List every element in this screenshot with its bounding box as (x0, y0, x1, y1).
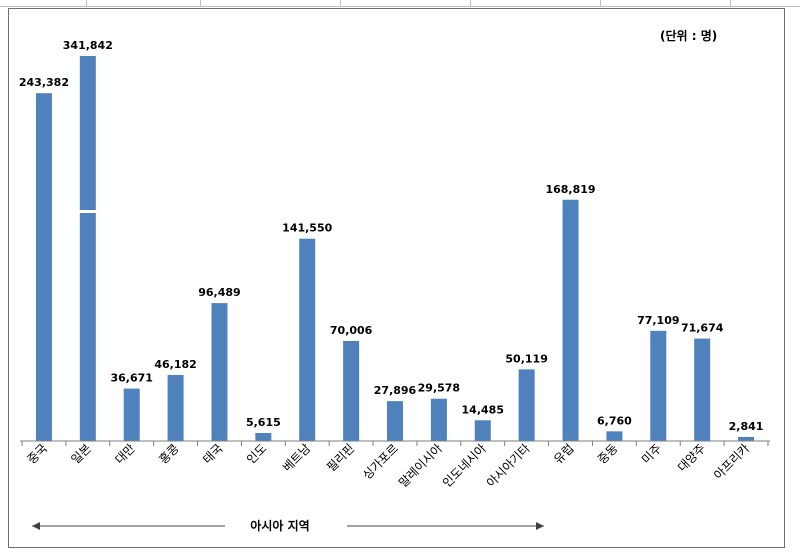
unit-label: (단위 : 명) (660, 29, 718, 43)
chart-frame (8, 8, 785, 548)
category-label-17: 아프리카 (711, 441, 752, 482)
data-label-7: 141,550 (282, 222, 332, 235)
bar-11 (474, 420, 491, 441)
data-label-11: 14,485 (462, 403, 504, 416)
bar-12 (518, 369, 535, 441)
bar-4 (167, 375, 184, 441)
category-label-5: 태국 (200, 441, 226, 467)
data-label-14: 6,760 (597, 414, 632, 427)
data-label-3: 36,671 (110, 372, 152, 385)
bar-6 (255, 432, 272, 441)
data-label-12: 50,119 (505, 352, 547, 365)
bar-8 (343, 340, 360, 441)
category-label-1: 중국 (25, 441, 51, 467)
category-label-7: 베트남 (280, 441, 313, 474)
category-label-8: 필리핀 (324, 441, 357, 474)
bar-2 (79, 56, 96, 441)
sheet-column-header (0, 0, 800, 7)
category-label-10: 말레이시아 (396, 441, 445, 490)
data-label-17: 2,841 (729, 420, 764, 433)
data-label-4: 46,182 (154, 358, 196, 371)
data-label-5: 96,489 (198, 286, 240, 299)
category-label-2: 일본 (68, 441, 94, 467)
bar-14 (606, 431, 623, 441)
data-label-6: 5,615 (246, 416, 281, 429)
bar-13 (562, 199, 579, 441)
data-label-13: 168,819 (545, 183, 595, 196)
bar-17 (738, 436, 755, 441)
data-label-9: 27,896 (374, 384, 417, 397)
bar-5 (211, 303, 228, 441)
axis-break-mark (77, 210, 98, 213)
data-label-2: 341,842 (63, 39, 113, 52)
category-label-12: 아시아기타 (484, 441, 533, 490)
bar-1 (35, 93, 52, 441)
bar-9 (387, 401, 403, 441)
category-label-3: 대만 (112, 441, 138, 467)
data-label-8: 70,006 (330, 324, 373, 337)
category-label-14: 중동 (595, 441, 621, 467)
category-label-6: 인도 (244, 441, 270, 467)
category-label-4: 홍콩 (156, 441, 182, 467)
bar-3 (123, 388, 140, 441)
data-label-10: 29,578 (418, 382, 460, 395)
data-label-1: 243,382 (19, 76, 69, 89)
region-label: 아시아 지역 (250, 519, 310, 533)
category-label-11: 인도네시아 (440, 441, 489, 490)
region-arrowhead-left (32, 522, 40, 530)
bar-10 (430, 398, 447, 441)
bar-15 (650, 330, 667, 441)
category-label-15: 미주 (639, 441, 665, 467)
category-label-13: 유럽 (551, 441, 577, 467)
bar-7 (299, 238, 316, 441)
bar-16 (694, 338, 711, 441)
data-label-15: 77,109 (637, 314, 679, 327)
category-label-16: 대양주 (675, 441, 708, 474)
data-label-16: 71,674 (681, 322, 724, 335)
category-label-9: 싱가포르 (360, 441, 401, 482)
region-arrowhead-right (536, 522, 544, 530)
